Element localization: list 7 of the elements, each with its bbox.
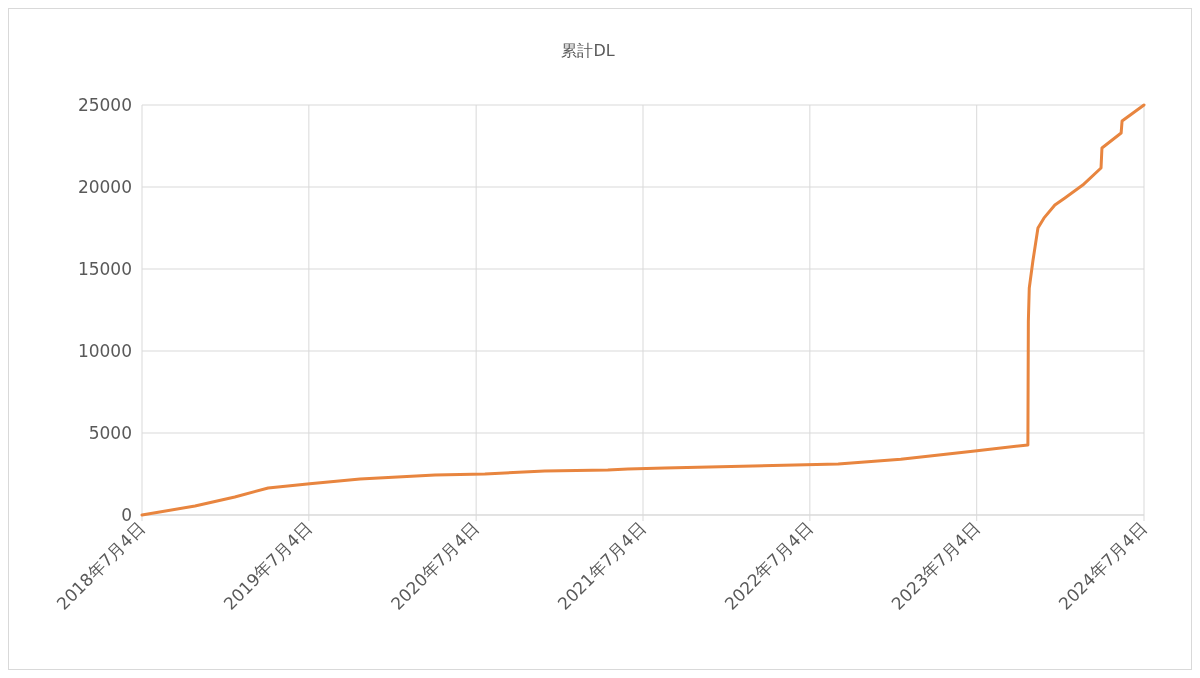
y-tick-label: 20000: [77, 176, 132, 197]
y-tick-label: 15000: [77, 258, 132, 279]
y-tick-label: 25000: [77, 94, 132, 115]
chart-title: 累計DL: [561, 41, 615, 60]
y-tick-label: 10000: [77, 340, 132, 361]
y-tick-label: 0: [121, 504, 132, 525]
y-tick-label: 5000: [88, 422, 132, 443]
